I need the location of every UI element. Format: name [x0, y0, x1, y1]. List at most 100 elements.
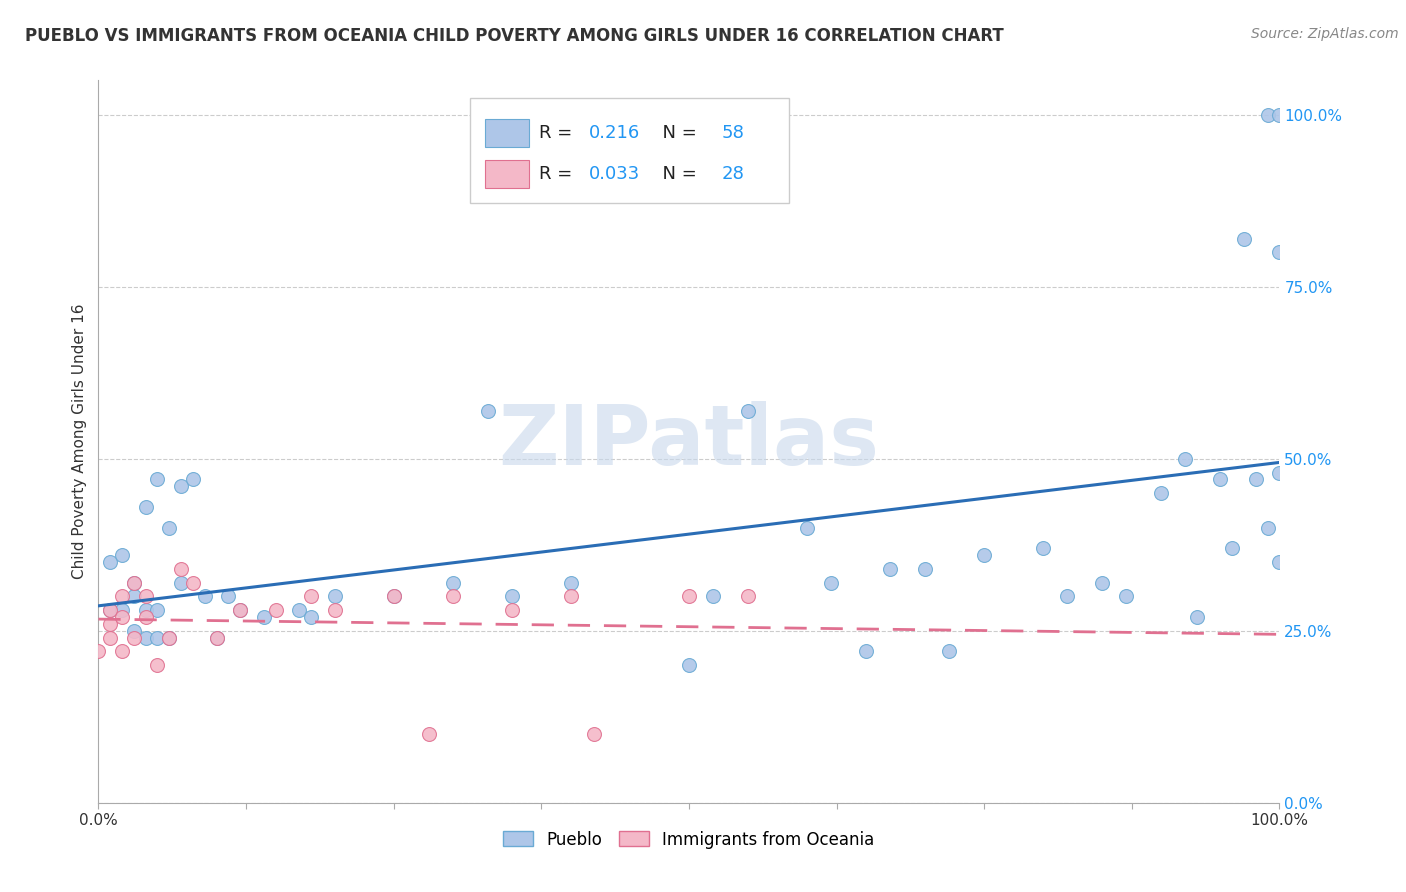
Point: [1209, 472, 1232, 486]
Legend: Pueblo, Immigrants from Oceania: Pueblo, Immigrants from Oceania: [503, 830, 875, 848]
Y-axis label: Child Poverty Among Girls Under 16: Child Poverty Among Girls Under 16: [72, 304, 87, 579]
Point: [382, 590, 405, 604]
Point: [477, 403, 499, 417]
Text: Source: ZipAtlas.com: Source: ZipAtlas.com: [1251, 27, 1399, 41]
Text: N =: N =: [651, 165, 703, 183]
Point: [1268, 108, 1291, 122]
Point: [122, 575, 145, 590]
Point: [170, 479, 193, 493]
Point: [583, 727, 606, 741]
Point: [122, 575, 145, 590]
Point: [560, 590, 582, 604]
Point: [98, 603, 121, 617]
Point: [229, 603, 252, 617]
Bar: [485, 120, 530, 147]
Point: [702, 590, 724, 604]
Point: [560, 575, 582, 590]
Text: N =: N =: [651, 124, 703, 142]
Point: [1257, 520, 1279, 534]
Point: [1115, 590, 1137, 604]
Point: [111, 603, 134, 617]
Point: [135, 631, 157, 645]
Point: [146, 658, 169, 673]
Point: [1233, 231, 1256, 245]
Bar: [485, 161, 530, 188]
Point: [938, 644, 960, 658]
Point: [264, 603, 287, 617]
Point: [418, 727, 440, 741]
Point: [111, 590, 134, 604]
Point: [205, 631, 228, 645]
Point: [111, 644, 134, 658]
Point: [1185, 610, 1208, 624]
Point: [98, 603, 121, 617]
Point: [1150, 486, 1173, 500]
Point: [1056, 590, 1078, 604]
Point: [181, 472, 204, 486]
Point: [170, 562, 193, 576]
Point: [87, 644, 110, 658]
Point: [382, 590, 405, 604]
Text: 28: 28: [723, 165, 745, 183]
Text: 58: 58: [723, 124, 745, 142]
Point: [157, 520, 180, 534]
Point: [1220, 541, 1243, 556]
Point: [678, 658, 700, 673]
Point: [299, 610, 322, 624]
Point: [135, 610, 157, 624]
Point: [1091, 575, 1114, 590]
Text: 0.033: 0.033: [589, 165, 640, 183]
Point: [441, 575, 464, 590]
Point: [855, 644, 877, 658]
Point: [1257, 108, 1279, 122]
Text: PUEBLO VS IMMIGRANTS FROM OCEANIA CHILD POVERTY AMONG GIRLS UNDER 16 CORRELATION: PUEBLO VS IMMIGRANTS FROM OCEANIA CHILD …: [25, 27, 1004, 45]
Text: R =: R =: [538, 124, 578, 142]
Point: [737, 403, 759, 417]
Point: [737, 590, 759, 604]
Point: [299, 590, 322, 604]
Point: [253, 610, 276, 624]
Point: [820, 575, 842, 590]
Point: [441, 590, 464, 604]
Point: [181, 575, 204, 590]
Point: [288, 603, 311, 617]
Point: [146, 603, 169, 617]
Text: ZIPatlas: ZIPatlas: [499, 401, 879, 482]
Point: [323, 590, 346, 604]
Point: [323, 603, 346, 617]
Point: [98, 616, 121, 631]
Point: [146, 472, 169, 486]
Point: [135, 590, 157, 604]
Point: [135, 603, 157, 617]
Point: [1032, 541, 1054, 556]
Point: [157, 631, 180, 645]
Point: [229, 603, 252, 617]
Point: [135, 500, 157, 514]
Point: [678, 590, 700, 604]
Point: [1268, 466, 1291, 480]
Point: [98, 631, 121, 645]
Point: [217, 590, 239, 604]
Point: [111, 610, 134, 624]
Point: [122, 631, 145, 645]
Point: [501, 603, 523, 617]
Point: [205, 631, 228, 645]
Point: [1244, 472, 1267, 486]
Point: [796, 520, 818, 534]
Point: [98, 555, 121, 569]
Point: [1268, 555, 1291, 569]
Text: 0.216: 0.216: [589, 124, 640, 142]
Point: [914, 562, 936, 576]
Point: [879, 562, 901, 576]
Point: [157, 631, 180, 645]
Point: [122, 624, 145, 638]
FancyBboxPatch shape: [471, 98, 789, 203]
Point: [194, 590, 217, 604]
Point: [170, 575, 193, 590]
Point: [111, 548, 134, 562]
Point: [501, 590, 523, 604]
Point: [1174, 451, 1197, 466]
Point: [146, 631, 169, 645]
Point: [973, 548, 995, 562]
Point: [1268, 245, 1291, 260]
